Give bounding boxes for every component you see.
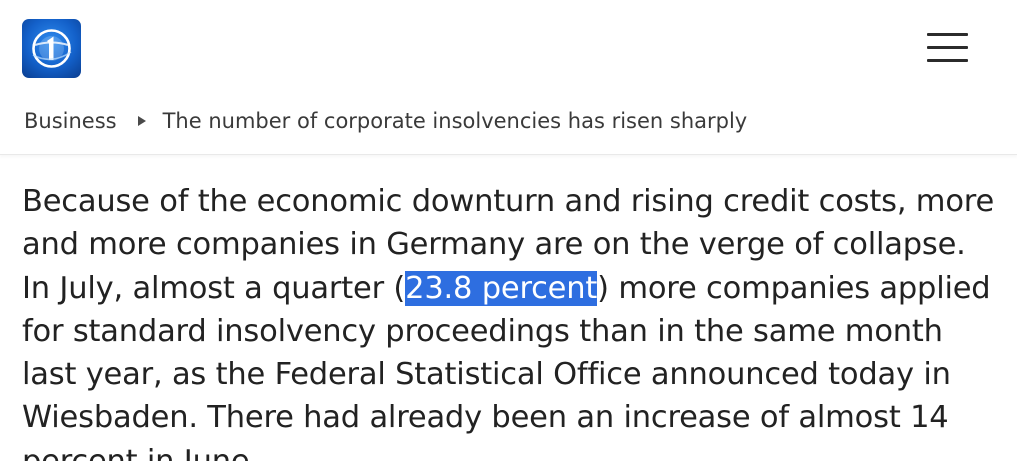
menu-bar	[927, 33, 968, 36]
breadcrumb-current: The number of corporate insolvencies has…	[162, 109, 748, 133]
menu-bar	[927, 59, 968, 62]
menu-bar	[927, 46, 968, 49]
breadcrumb: Business The number of corporate insolve…	[24, 109, 747, 133]
breadcrumb-separator-icon	[137, 116, 146, 126]
article-paragraph: Because of the economic downturn and ris…	[22, 180, 1002, 461]
site-header: Business The number of corporate insolve…	[0, 0, 1017, 155]
tagesschau-logo-icon[interactable]	[22, 19, 81, 78]
article-text-after: ) more companies applied for standard in…	[22, 270, 991, 461]
article-text-before: Because of the economic downturn and ris…	[22, 184, 995, 306]
selected-text[interactable]: 23.8 percent	[405, 270, 598, 306]
breadcrumb-section-link[interactable]: Business	[24, 109, 117, 133]
hamburger-menu-icon[interactable]	[918, 26, 974, 70]
